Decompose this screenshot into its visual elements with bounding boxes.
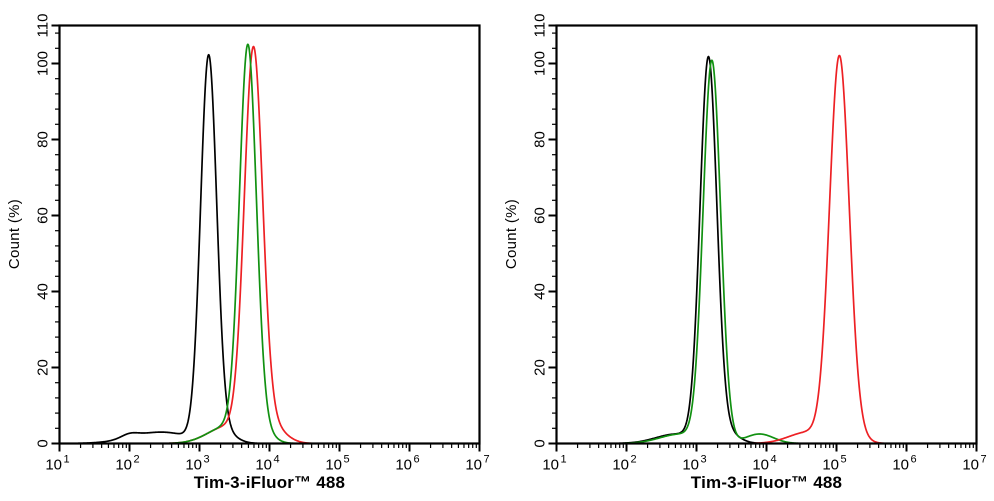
histogram-curve-series-green (59, 43, 480, 444)
plot-frame (555, 24, 978, 445)
y-axis-title: Count (%) (6, 198, 23, 270)
axes-group: 10 1 10 2 10 3 10 4 10 5 10 6 10 7 0 20 40 60 80 100 110 (531, 14, 986, 474)
x-tick-label: 10 6 (892, 454, 916, 474)
y-tick-label: 110 (531, 14, 548, 38)
x-axis-title: Tim-3-iFluor™ 488 (193, 473, 346, 492)
x-tick-label: 10 5 (325, 454, 349, 474)
plot-frame (58, 24, 481, 445)
histogram-panel-left: 10 1 10 2 10 3 10 4 10 5 10 6 10 7 0 20 40 60 80 100 110 Tim… (6, 14, 490, 492)
histogram-curve-series-black (59, 53, 480, 444)
histogram-plot-right: 10 1 10 2 10 3 10 4 10 5 10 6 10 7 0 20 40 60 80 100 110 (531, 14, 986, 474)
histogram-plot-left: 10 1 10 2 10 3 10 4 10 5 10 6 10 7 0 20 40 60 80 100 110 (34, 14, 489, 474)
y-tick-label: 0 (34, 439, 51, 447)
curves-group (556, 54, 977, 444)
y-tick-label: 80 (531, 131, 548, 148)
x-tick-label: 10 3 (185, 454, 209, 474)
histogram-curve-series-red (59, 45, 480, 444)
x-tick-label: 10 3 (682, 454, 706, 474)
curves-group (59, 43, 480, 444)
histogram-panel-right: 10 1 10 2 10 3 10 4 10 5 10 6 10 7 0 20 40 60 80 100 110 Tim… (497, 0, 994, 501)
x-tick-label: 10 1 (45, 454, 69, 474)
x-tick-label: 10 4 (752, 454, 776, 474)
y-axis-title: Count (%) (503, 198, 520, 270)
x-axis-title: Tim-3-iFluor™ 488 (690, 473, 843, 492)
histogram-curve-series-red (556, 54, 977, 444)
x-tick-label: 10 4 (255, 454, 279, 474)
y-tick-label: 40 (531, 283, 548, 300)
axes-group: 10 1 10 2 10 3 10 4 10 5 10 6 10 7 0 20 40 60 80 100 110 (34, 14, 489, 474)
x-tick-label: 10 7 (962, 454, 986, 474)
y-tick-label: 20 (531, 359, 548, 376)
histogram-curve-series-black (556, 55, 977, 444)
y-tick-label: 100 (34, 51, 51, 76)
y-tick-label: 60 (531, 207, 548, 224)
x-tick-label: 10 1 (542, 454, 566, 474)
y-tick-label: 20 (34, 359, 51, 376)
y-tick-label: 80 (34, 131, 51, 148)
x-tick-label: 10 2 (612, 454, 636, 474)
y-tick-label: 110 (34, 14, 51, 38)
x-tick-label: 10 2 (115, 454, 139, 474)
x-tick-label: 10 7 (465, 454, 489, 474)
x-tick-label: 10 6 (395, 454, 419, 474)
x-tick-label: 10 5 (822, 454, 846, 474)
y-tick-label: 0 (531, 439, 548, 447)
y-tick-label: 100 (531, 51, 548, 76)
histogram-curve-series-green (556, 59, 977, 444)
y-tick-label: 60 (34, 207, 51, 224)
y-tick-label: 40 (34, 283, 51, 300)
